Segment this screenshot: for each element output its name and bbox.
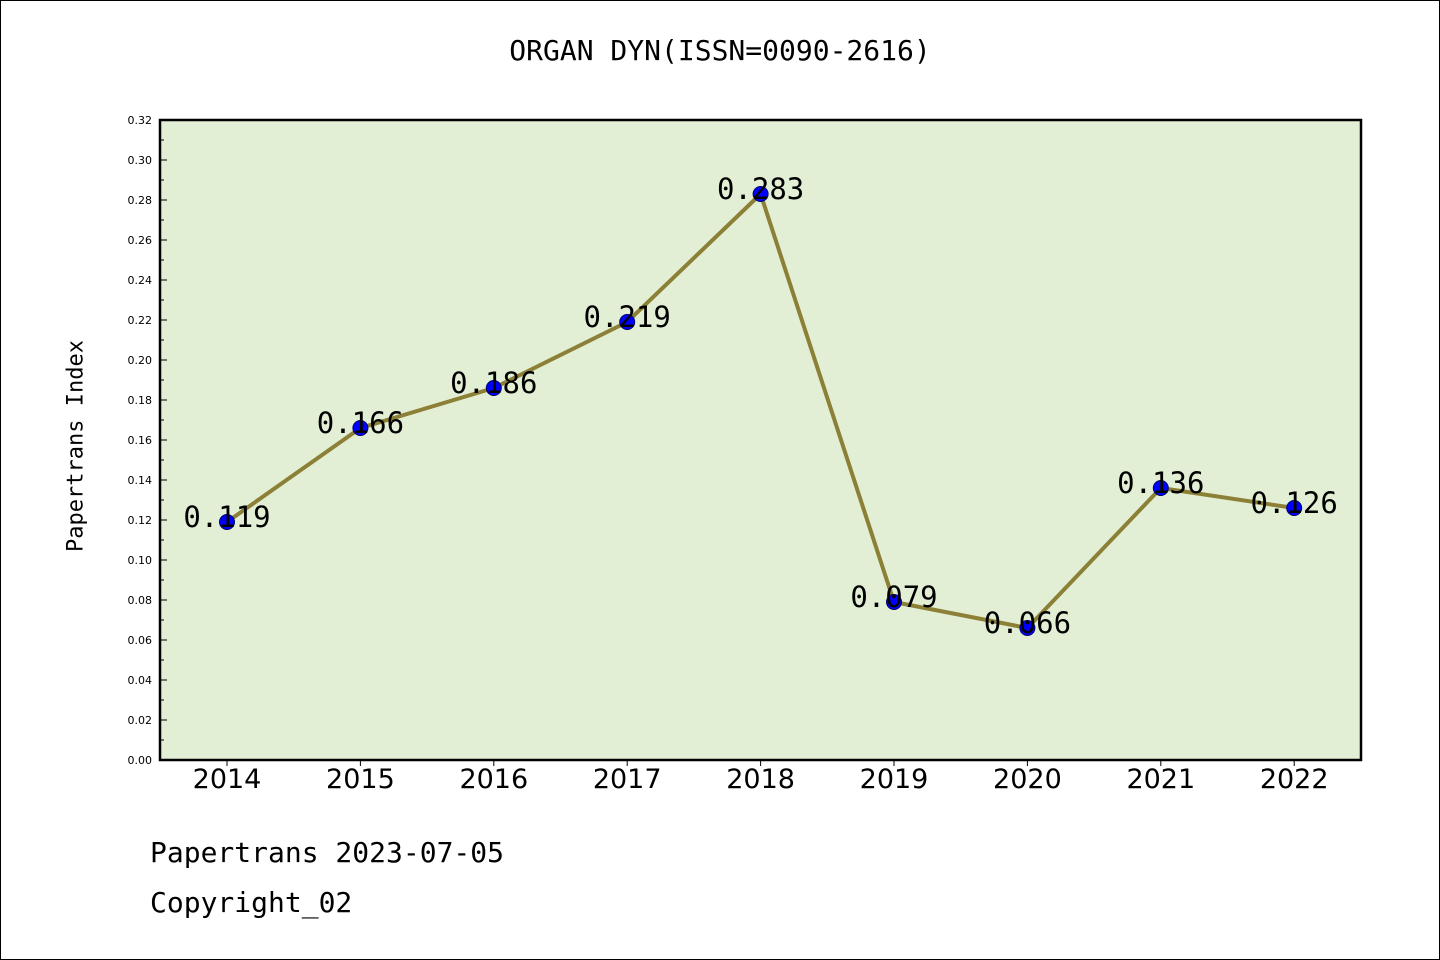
data-point xyxy=(886,594,902,610)
y-tick-label: 0.22 xyxy=(128,314,153,327)
y-tick-label: 0.18 xyxy=(128,394,153,407)
data-point xyxy=(752,186,769,202)
data-point xyxy=(1152,480,1169,496)
y-tick-label: 0.14 xyxy=(128,474,153,487)
x-tick-label: 2018 xyxy=(726,764,795,795)
y-tick-label: 0.26 xyxy=(128,234,153,247)
y-tick-label: 0.30 xyxy=(128,154,153,167)
data-label: 0.079 xyxy=(850,580,937,614)
y-tick-label: 0.20 xyxy=(128,354,153,367)
plot-area xyxy=(160,120,1361,760)
data-point xyxy=(485,380,502,396)
data-label: 0.136 xyxy=(1117,466,1204,500)
x-tick-label: 2021 xyxy=(1126,764,1195,795)
y-tick-label: 0.06 xyxy=(128,634,153,647)
data-label: 0.166 xyxy=(317,406,404,440)
footer-date: Papertrans 2023-07-05 xyxy=(150,836,505,869)
y-tick-label: 0.02 xyxy=(128,714,153,727)
data-label: 0.219 xyxy=(584,300,671,334)
data-label: 0.119 xyxy=(183,500,270,534)
data-point xyxy=(1019,620,1036,636)
data-label: 0.126 xyxy=(1251,486,1338,520)
y-tick-label: 0.32 xyxy=(128,114,153,127)
data-point xyxy=(619,314,636,330)
chart-title: ORGAN DYN(ISSN=0090-2616) xyxy=(509,34,931,67)
x-tick-label: 2020 xyxy=(993,764,1062,795)
data-label: 0.186 xyxy=(450,366,537,400)
x-tick-label: 2016 xyxy=(459,764,528,795)
x-tick-label: 2019 xyxy=(860,764,929,795)
y-tick-label: 0.04 xyxy=(128,674,153,687)
plot-border xyxy=(158,118,1363,762)
y-tick-label: 0.12 xyxy=(128,514,153,527)
x-tick-label: 2015 xyxy=(326,764,395,795)
x-tick-label: 2017 xyxy=(593,764,662,795)
y-tick-label: 0.08 xyxy=(128,594,153,607)
y-tick-label: 0.28 xyxy=(128,194,153,207)
x-tick-label: 2022 xyxy=(1260,764,1329,795)
y-tick-label: 0.24 xyxy=(128,274,153,287)
y-tick-label: 0.10 xyxy=(128,554,153,567)
data-label: 0.283 xyxy=(717,172,804,206)
data-point xyxy=(352,420,369,436)
y-tick-label: 0.00 xyxy=(128,754,153,767)
footer-copyright: Copyright_02 xyxy=(150,886,353,919)
x-tick-label: 2014 xyxy=(193,764,262,795)
data-point xyxy=(1286,500,1303,516)
y-tick-label: 0.16 xyxy=(128,434,153,447)
data-label: 0.066 xyxy=(984,606,1071,640)
data-point xyxy=(219,514,235,530)
